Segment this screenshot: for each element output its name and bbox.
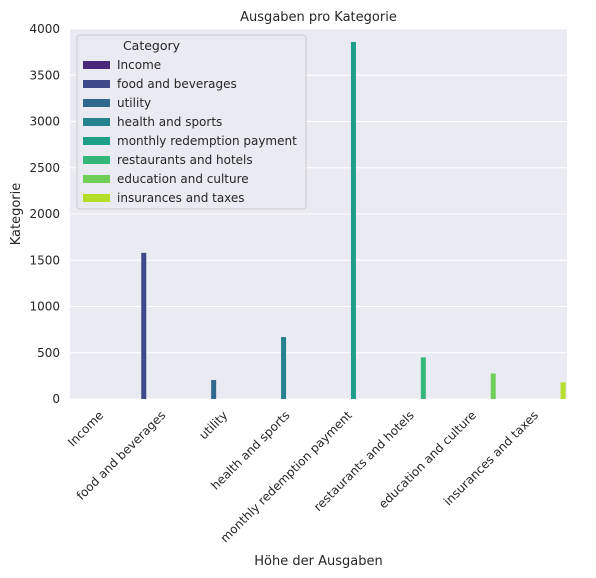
x-tick-label: utility xyxy=(196,408,230,442)
bars xyxy=(141,41,566,399)
legend-entry: monthly redemption payment xyxy=(117,134,297,148)
y-tick-label: 1000 xyxy=(29,300,60,314)
y-axis-label: Kategorie xyxy=(9,183,24,246)
y-tick-label: 3000 xyxy=(29,115,60,129)
x-axis-label: Höhe der Ausgaben xyxy=(254,554,382,569)
bar-2 xyxy=(211,380,217,399)
bar-5 xyxy=(420,357,426,399)
y-tick-label: 0 xyxy=(52,392,60,406)
legend-swatch xyxy=(83,175,110,183)
bar-6 xyxy=(490,373,496,399)
legend-entry: utility xyxy=(117,96,151,110)
bar-3 xyxy=(281,337,287,399)
legend-entry: insurances and taxes xyxy=(117,191,245,205)
bar-4 xyxy=(350,41,356,399)
legend-swatch xyxy=(83,194,110,202)
y-tick-label: 2000 xyxy=(29,207,60,221)
legend-entry: restaurants and hotels xyxy=(117,153,253,167)
legend-swatch xyxy=(83,156,110,164)
legend-swatch xyxy=(83,61,110,69)
legend-swatch xyxy=(83,99,110,107)
legend: Category Income food and beverages utility… xyxy=(76,34,307,210)
y-tick-label: 500 xyxy=(37,346,60,360)
y-tick-label: 4000 xyxy=(29,22,60,36)
legend-title: Category xyxy=(123,38,181,53)
legend-swatch xyxy=(83,137,110,145)
y-tick-label: 1500 xyxy=(29,253,60,267)
x-tick-label: restaurants and hotels xyxy=(311,408,417,514)
legend-swatch xyxy=(83,118,110,126)
chart-title: Ausgaben pro Kategorie xyxy=(240,10,397,25)
legend-swatch xyxy=(83,80,110,88)
x-tick-label: monthly redemption payment xyxy=(218,408,355,545)
legend-entry: health and sports xyxy=(117,115,222,129)
legend-entry: education and culture xyxy=(117,172,249,186)
bar-1 xyxy=(141,252,147,399)
legend-box xyxy=(76,34,307,210)
y-tick-label: 2500 xyxy=(29,161,60,175)
x-tick-label: Income xyxy=(65,408,106,449)
legend-entry: food and beverages xyxy=(117,77,237,91)
y-tick-label: 3500 xyxy=(29,68,60,82)
legend-entry: Income xyxy=(117,58,161,72)
y-tick-labels: 0 500 1000 1500 2000 2500 3000 3500 4000 xyxy=(29,22,60,406)
bar-7 xyxy=(560,382,566,399)
